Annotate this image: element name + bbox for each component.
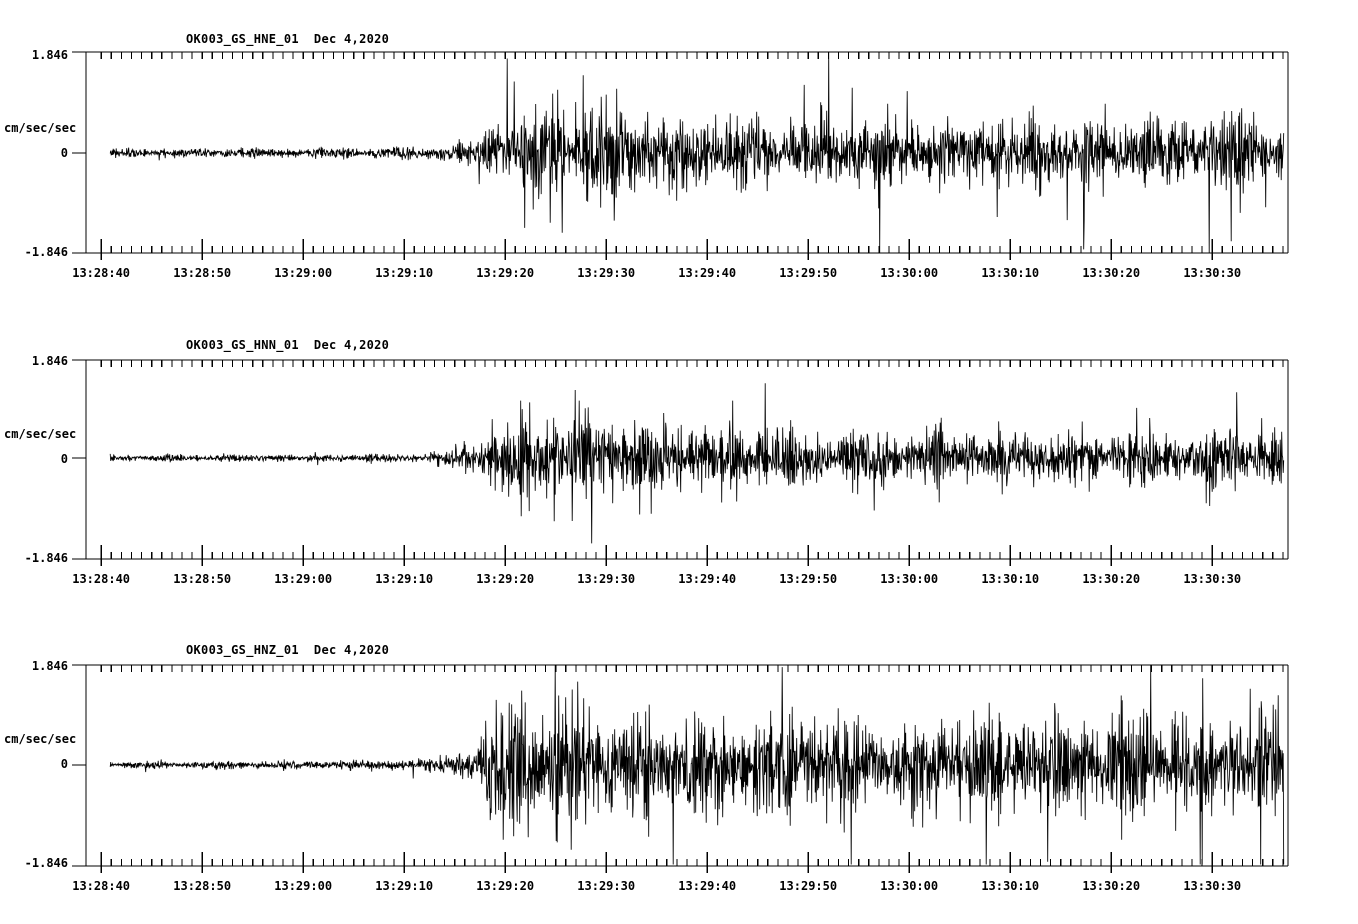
x-axis-tick-label: 13:29:40 [678,879,737,893]
panel-hne: OK003_GS_HNE_01 Dec 4,2020 1.846 cm/sec/… [0,0,1358,300]
panel-title-hnn: OK003_GS_HNN_01 Dec 4,2020 [186,338,390,352]
x-axis-tick-label: 13:30:00 [880,879,939,893]
x-axis-tick-label: 13:28:50 [173,266,232,280]
y-axis-max-label-hnn: 1.846 [31,354,68,368]
x-axis-tick-label: 13:30:30 [1183,879,1242,893]
y-axis-zero-label-hnn: 0 [60,452,68,466]
x-axis-minor-ticks [100,360,1284,559]
panel-hnz: OK003_GS_HNZ_01 Dec 4,2020 1.846 cm/sec/… [0,611,1358,921]
x-axis-tick-label: 13:29:50 [779,572,838,586]
y-axis-min-label-hnz: -1.846 [24,856,68,870]
waveform-trace-hnz [109,665,1285,865]
x-axis-tick-label: 13:29:40 [678,572,737,586]
x-axis-tick-label: 13:30:20 [1082,572,1141,586]
plot-area-hnz [72,664,1289,873]
y-axis-unit-label-hnz: cm/sec/sec [4,732,77,746]
x-axis-tick-label: 13:29:00 [274,572,333,586]
x-axis-tick-label: 13:30:10 [981,879,1040,893]
x-axis-major-ticks [100,239,1213,260]
x-axis-tick-label: 13:30:00 [880,266,939,280]
y-axis-ticks [72,359,86,560]
x-axis-tick-label: 13:30:20 [1082,879,1141,893]
x-axis-tick-label: 13:29:30 [577,879,636,893]
x-axis-tick-label: 13:29:50 [779,266,838,280]
x-axis-major-ticks [100,852,1213,873]
x-axis-tick-label: 13:29:00 [274,879,333,893]
x-axis-tick-label: 13:28:50 [173,572,232,586]
x-axis-tick-label: 13:30:10 [981,572,1040,586]
y-axis-unit-label-hnn: cm/sec/sec [4,427,77,441]
x-axis-tick-label: 13:28:40 [72,266,131,280]
x-axis-minor-ticks [100,665,1284,866]
y-axis-ticks [72,51,86,254]
x-axis-tick-label: 13:29:20 [476,266,535,280]
y-axis-zero-label-hne: 0 [60,146,68,160]
x-axis-major-ticks [100,545,1213,566]
y-axis-unit-label-hne: cm/sec/sec [4,121,77,135]
waveform-trace-hne [109,52,1285,254]
x-axis-tick-label: 13:30:00 [880,572,939,586]
x-axis-tick-label: 13:29:10 [375,572,434,586]
plot-area-hne [72,51,1289,260]
x-axis-tick-label: 13:29:30 [577,572,636,586]
y-axis-max-label-hne: 1.846 [31,48,68,62]
x-axis-tick-label: 13:29:20 [476,572,535,586]
x-axis-tick-label: 13:29:50 [779,879,838,893]
y-axis-max-label-hnz: 1.846 [31,659,68,673]
x-axis-tick-label: 13:30:10 [981,266,1040,280]
x-axis-tick-label: 13:28:40 [72,879,131,893]
x-axis-tick-label: 13:29:30 [577,266,636,280]
panel-title-hne: OK003_GS_HNE_01 Dec 4,2020 [186,32,390,46]
x-axis-minor-ticks [100,52,1284,253]
plot-area-hnn [72,359,1289,566]
panel-hnn: OK003_GS_HNN_01 Dec 4,2020 1.846 cm/sec/… [0,306,1358,606]
y-axis-zero-label-hnz: 0 [60,757,68,771]
x-axis-tick-label: 13:30:30 [1183,572,1242,586]
y-axis-min-label-hnn: -1.846 [24,551,68,565]
y-axis-min-label-hne: -1.846 [24,245,68,259]
x-axis-tick-label: 13:28:50 [173,879,232,893]
x-axis-tick-label: 13:30:30 [1183,266,1242,280]
x-axis-tick-label: 13:29:00 [274,266,333,280]
panel-title-hnz: OK003_GS_HNZ_01 Dec 4,2020 [186,643,390,657]
x-axis-tick-label: 13:29:10 [375,879,434,893]
x-axis-tick-label: 13:29:40 [678,266,737,280]
x-axis-tick-label: 13:29:10 [375,266,434,280]
y-axis-ticks [72,664,86,867]
x-axis-tick-label: 13:30:20 [1082,266,1141,280]
x-axis-tick-label: 13:28:40 [72,572,131,586]
x-axis-tick-label: 13:29:20 [476,879,535,893]
waveform-trace-hnn [109,383,1285,544]
